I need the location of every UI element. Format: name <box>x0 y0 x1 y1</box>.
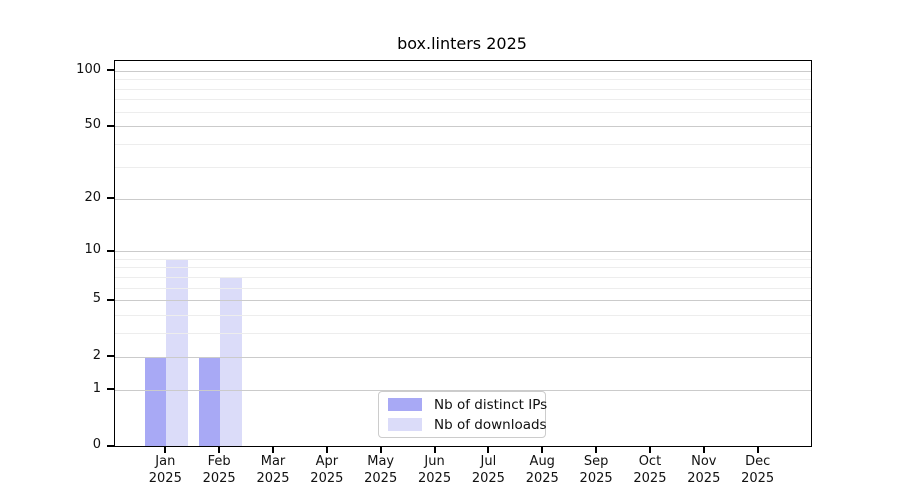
x-tick-mark <box>433 446 436 453</box>
y-tick-label: 1 <box>92 380 101 396</box>
y-tick-mark <box>107 444 114 447</box>
minor-gridline <box>115 166 811 168</box>
major-gridline <box>115 126 811 128</box>
bar-distinct-ips <box>198 356 221 446</box>
x-tick-label: Aug 2025 <box>525 454 559 486</box>
y-tick-label: 0 <box>92 437 101 452</box>
x-tick-label: Dec 2025 <box>741 454 775 486</box>
minor-gridline <box>115 79 811 81</box>
major-gridline <box>115 251 811 253</box>
y-tick-mark <box>107 355 114 358</box>
bar-downloads <box>220 276 242 446</box>
x-tick-label: Jul 2025 <box>471 454 505 486</box>
x-tick-label: Oct 2025 <box>633 454 667 486</box>
x-tick-label: Jan 2025 <box>148 454 182 486</box>
minor-gridline <box>115 88 811 90</box>
x-tick-label: Feb 2025 <box>202 454 236 486</box>
y-tick-mark <box>107 124 114 127</box>
x-tick-mark <box>325 446 328 453</box>
x-tick-label: May 2025 <box>364 454 398 486</box>
minor-gridline <box>115 267 811 269</box>
y-tick-mark <box>107 249 114 252</box>
y-tick-label: 5 <box>92 291 101 307</box>
major-gridline <box>115 389 811 391</box>
downloads-swatch <box>388 418 422 431</box>
legend: Nb of distinct IPs Nb of downloads <box>378 391 547 438</box>
x-tick-mark <box>379 446 382 453</box>
distinct-ips-swatch <box>388 398 422 411</box>
x-tick-label: Jun 2025 <box>418 454 452 486</box>
major-gridline <box>115 300 811 302</box>
minor-gridline <box>115 276 811 278</box>
legend-label-distinct-ips: Nb of distinct IPs <box>434 396 548 413</box>
bar-distinct-ips <box>144 356 167 446</box>
x-tick-mark <box>756 446 759 453</box>
minor-gridline <box>115 111 811 113</box>
y-tick-mark <box>107 298 114 301</box>
x-tick-label: Nov 2025 <box>687 454 721 486</box>
legend-item-downloads: Nb of downloads <box>388 417 547 433</box>
minor-gridline <box>115 287 811 289</box>
minor-gridline <box>115 144 811 146</box>
y-tick-label: 100 <box>76 61 101 77</box>
major-gridline <box>115 70 811 72</box>
y-tick-label: 10 <box>84 242 101 258</box>
minor-gridline <box>115 258 811 260</box>
y-tick-label: 2 <box>92 347 101 363</box>
x-tick-mark <box>541 446 544 453</box>
x-tick-mark <box>272 446 274 453</box>
x-tick-mark <box>164 446 167 453</box>
x-tick-mark <box>218 446 221 453</box>
x-tick-mark <box>648 446 651 453</box>
plot-area: Nb of distinct IPs Nb of downloads <box>114 60 812 447</box>
major-gridline <box>115 356 811 358</box>
legend-label-downloads: Nb of downloads <box>434 416 547 433</box>
x-tick-mark <box>702 446 705 453</box>
y-tick-label: 20 <box>84 189 101 205</box>
minor-gridline <box>115 99 811 101</box>
x-tick-label: Sep 2025 <box>579 454 613 486</box>
x-tick-label: Apr 2025 <box>310 454 344 486</box>
major-gridline <box>115 198 811 200</box>
bar-downloads <box>166 258 188 446</box>
minor-gridline <box>115 333 811 335</box>
y-tick-mark <box>107 388 114 391</box>
y-tick-mark <box>107 69 114 72</box>
y-tick-mark <box>107 197 114 199</box>
chart-title: box.linters 2025 <box>397 34 527 53</box>
legend-item-distinct-ips: Nb of distinct IPs <box>388 397 547 413</box>
x-tick-mark <box>487 446 490 453</box>
minor-gridline <box>115 315 811 317</box>
x-tick-mark <box>595 446 598 453</box>
x-tick-label: Mar 2025 <box>256 454 290 486</box>
y-tick-label: 50 <box>84 117 101 133</box>
